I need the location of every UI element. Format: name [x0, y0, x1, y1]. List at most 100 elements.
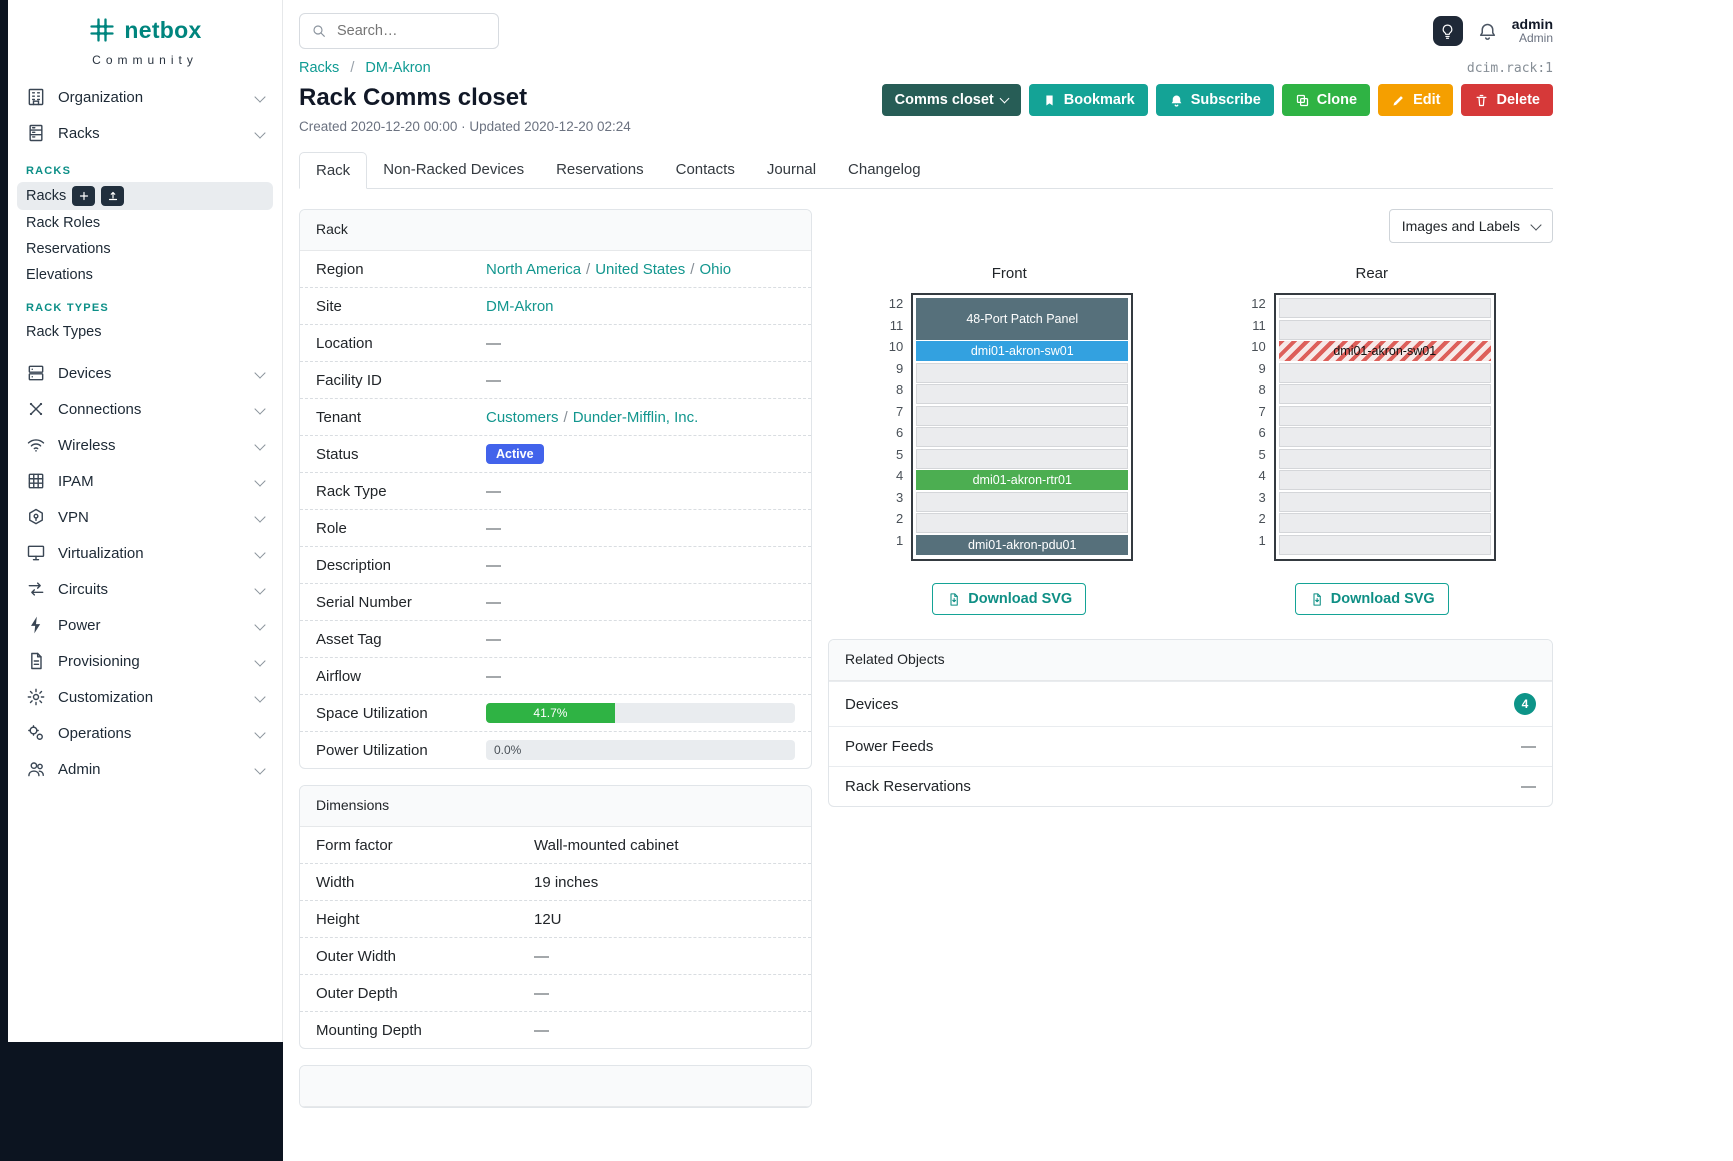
rack-unit-slot[interactable]: [1278, 513, 1491, 533]
theme-toggle-button[interactable]: [1432, 16, 1463, 46]
rack-panel-title: Rack: [300, 210, 811, 251]
rack-unit-slot[interactable]: [1278, 470, 1491, 490]
file-download-icon: [950, 592, 959, 606]
sidebar-item-provisioning[interactable]: Provisioning: [8, 643, 282, 679]
user-menu[interactable]: admin Admin: [1512, 16, 1553, 46]
related-rack-reservations-link[interactable]: Rack Reservations: [845, 778, 971, 795]
sidebar-item-wireless[interactable]: Wireless: [8, 427, 282, 463]
unit-number: 2: [1258, 511, 1266, 526]
rack-unit-numbers: 12 11 10 9 8 7 6 5 4 3 2 1: [1248, 293, 1274, 551]
dimensions-panel-title: Dimensions: [300, 786, 811, 827]
tab-journal[interactable]: Journal: [766, 161, 817, 178]
sidebar-item-ipam[interactable]: IPAM: [8, 463, 282, 499]
chevron-down-icon: [254, 763, 266, 775]
sidebar-item-customization[interactable]: Customization: [8, 679, 282, 715]
tab-rack[interactable]: Rack: [299, 152, 368, 189]
download-svg-button-rear[interactable]: Download SVG: [1294, 583, 1449, 615]
clone-button[interactable]: Clone: [1281, 84, 1371, 116]
tenant-link[interactable]: Dunder-Mifflin, Inc.: [572, 408, 699, 426]
import-button[interactable]: [101, 186, 125, 206]
sidebar-item-operations[interactable]: Operations: [8, 715, 282, 751]
rack-unit-slot[interactable]: [916, 427, 1129, 447]
sidebar-item-admin[interactable]: Admin: [8, 751, 282, 787]
rack-device[interactable]: 48-Port Patch Panel: [916, 298, 1129, 340]
sidebar-item-rack-types[interactable]: Rack Types: [8, 319, 282, 345]
sidebar-item-devices[interactable]: Devices: [8, 355, 282, 391]
region-link[interactable]: United States: [595, 260, 686, 278]
unit-number: 9: [1258, 360, 1266, 376]
tab-non-racked-devices[interactable]: Non-Racked Devices: [383, 161, 525, 178]
context-dropdown-button[interactable]: Comms closet: [881, 84, 1021, 116]
rack-device[interactable]: dmi01-akron-sw01: [916, 341, 1129, 361]
tab-contacts[interactable]: Contacts: [675, 161, 735, 178]
rack-unit-slot[interactable]: [916, 362, 1129, 383]
rack-device[interactable]: dmi01-akron-pdu01: [916, 534, 1129, 555]
elevation-front-title: Front: [991, 265, 1027, 282]
table-row: Site DM-Akron: [300, 287, 811, 324]
rack-unit-slot[interactable]: [916, 405, 1129, 426]
rack-unit-slot[interactable]: [1278, 534, 1491, 555]
unit-number: 8: [896, 382, 904, 397]
chevron-down-icon: [254, 655, 266, 667]
tab-reservations[interactable]: Reservations: [556, 161, 644, 178]
chevron-down-icon: [254, 547, 266, 559]
rack-unit-slot[interactable]: [1278, 491, 1491, 512]
table-row: Status Active: [300, 435, 811, 472]
sidebar-item-vpn[interactable]: VPN: [8, 499, 282, 535]
unit-number: 11: [1252, 317, 1266, 333]
user-name[interactable]: admin: [1511, 16, 1553, 33]
rack-frame-rear: dmi01-akron-sw01: [1273, 293, 1496, 561]
subscribe-button[interactable]: Subscribe: [1155, 84, 1274, 116]
sidebar-item-reservations[interactable]: Reservations: [8, 236, 282, 262]
add-button[interactable]: [72, 186, 96, 206]
rack-unit-slot[interactable]: [916, 491, 1129, 512]
sidebar-item-connections[interactable]: Connections: [8, 391, 282, 427]
edit-button[interactable]: Edit: [1378, 84, 1454, 116]
rack-unit-slot[interactable]: [1278, 384, 1491, 404]
wireless-icon: [26, 435, 46, 455]
download-svg-button-front[interactable]: Download SVG: [932, 583, 1087, 615]
table-row: Rack Type —: [300, 472, 811, 509]
rack-unit-slot[interactable]: [1278, 298, 1491, 318]
space-utilization-bar: 41.7%: [486, 703, 795, 723]
related-objects-title: Related Objects: [829, 640, 1552, 681]
region-link[interactable]: Ohio: [699, 260, 732, 278]
related-power-feeds-link[interactable]: Power Feeds: [845, 738, 934, 755]
rack-unit-slot[interactable]: [1278, 362, 1491, 383]
region-link[interactable]: North America: [486, 260, 582, 278]
racks-icon: [26, 123, 46, 143]
sidebar-item-virtualization[interactable]: Virtualization: [8, 535, 282, 571]
rack-unit-slot[interactable]: [1278, 448, 1491, 469]
bookmark-button[interactable]: Bookmark: [1028, 84, 1148, 116]
tab-changelog[interactable]: Changelog: [848, 161, 921, 178]
rack-unit-slot[interactable]: [1278, 427, 1491, 447]
tenant-group-link[interactable]: Customers: [486, 408, 559, 426]
delete-button[interactable]: Delete: [1461, 84, 1553, 116]
table-row: Outer Width —: [300, 937, 811, 974]
site-link[interactable]: DM-Akron: [486, 297, 554, 315]
images-labels-select[interactable]: Images and Labels: [1388, 209, 1553, 243]
notifications-bell-icon[interactable]: [1477, 21, 1498, 42]
rack-unit-slot[interactable]: [916, 384, 1129, 404]
unit-number: 10: [888, 339, 904, 354]
sidebar-item-organization[interactable]: Organization: [8, 79, 282, 115]
sidebar-item-elevations[interactable]: Elevations: [8, 262, 282, 288]
pencil-icon: [1393, 95, 1403, 105]
sidebar-item-rack-roles[interactable]: Rack Roles: [8, 210, 282, 236]
rack-unit-slot[interactable]: [916, 448, 1129, 469]
related-devices-link[interactable]: Devices: [845, 695, 899, 713]
rack-unit-slot[interactable]: [1278, 319, 1491, 340]
sidebar-item-racks-menu[interactable]: Racks: [8, 115, 282, 151]
rack-elevations: Front 12 11 10 9 8 7 6 5 4 3 2 1 48-Port Patch Pane…: [828, 265, 1553, 615]
rack-device[interactable]: dmi01-akron-rtr01: [916, 470, 1129, 490]
rack-device[interactable]: dmi01-akron-sw01: [1278, 341, 1491, 361]
rack-unit-slot[interactable]: [1278, 405, 1491, 426]
breadcrumb-link-site[interactable]: DM-Akron: [365, 60, 431, 76]
sidebar-item-power[interactable]: Power: [8, 607, 282, 643]
breadcrumb-link-racks[interactable]: Racks: [299, 60, 340, 76]
sidebar-item-circuits[interactable]: Circuits: [8, 571, 282, 607]
unit-number: 7: [896, 403, 904, 419]
rack-unit-slot[interactable]: [916, 513, 1129, 533]
sidebar-item-racks[interactable]: Racks: [17, 182, 273, 210]
search-input[interactable]: [335, 22, 487, 40]
